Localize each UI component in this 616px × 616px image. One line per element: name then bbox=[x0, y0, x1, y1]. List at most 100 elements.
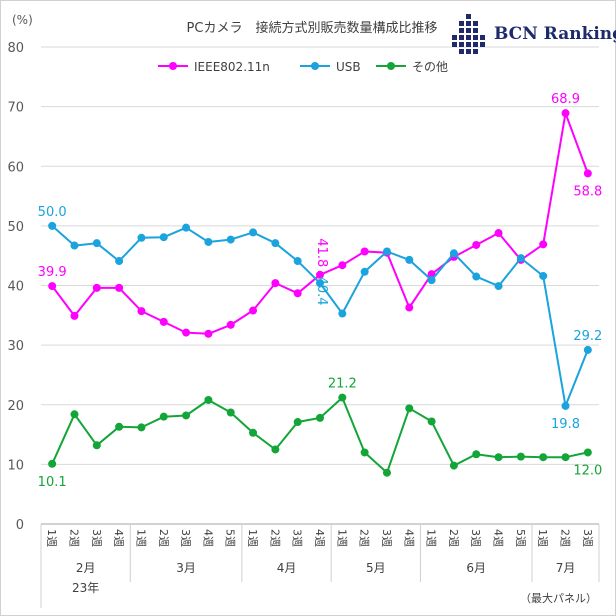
data-point bbox=[182, 328, 191, 337]
x-tick-label: 5週 bbox=[514, 529, 527, 547]
data-point bbox=[226, 320, 235, 329]
month-label: 4月 bbox=[277, 561, 297, 575]
month-label: 2月 bbox=[76, 561, 96, 575]
x-tick-label: 2週 bbox=[358, 529, 371, 547]
x-tick-label: 2週 bbox=[157, 529, 170, 547]
data-point bbox=[137, 233, 146, 242]
data-point bbox=[204, 395, 213, 404]
x-tick-label: 1週 bbox=[134, 529, 147, 547]
x-tick-label: 5週 bbox=[224, 529, 237, 547]
data-point bbox=[249, 428, 258, 437]
legend-label: その他 bbox=[412, 60, 448, 74]
data-point bbox=[494, 229, 503, 238]
data-point bbox=[48, 459, 57, 468]
month-label: 6月 bbox=[466, 561, 486, 575]
x-tick-label: 4週 bbox=[402, 529, 415, 547]
y-tick-label: 50 bbox=[7, 220, 24, 235]
y-tick-label: 0 bbox=[16, 518, 24, 533]
data-point bbox=[539, 240, 548, 249]
data-point bbox=[137, 423, 146, 432]
x-tick-label: 4週 bbox=[112, 529, 125, 547]
y-axis-unit: (%) bbox=[12, 13, 33, 27]
data-point bbox=[472, 272, 481, 281]
data-point bbox=[427, 276, 436, 285]
data-point bbox=[382, 247, 391, 256]
data-point bbox=[226, 408, 235, 417]
data-point bbox=[316, 270, 324, 279]
data-point bbox=[561, 453, 570, 462]
data-point bbox=[293, 418, 302, 427]
data-point bbox=[271, 445, 280, 454]
x-tick-label: 1週 bbox=[45, 529, 58, 547]
data-point bbox=[115, 422, 124, 431]
data-point bbox=[405, 255, 414, 264]
data-point bbox=[249, 228, 258, 237]
data-point bbox=[427, 417, 436, 426]
data-point bbox=[159, 233, 168, 242]
month-label: 5月 bbox=[366, 561, 386, 575]
legend: IEEE802.11n USB その他 bbox=[158, 60, 448, 74]
data-point bbox=[115, 283, 124, 292]
data-point bbox=[271, 279, 280, 288]
x-tick-label: 2週 bbox=[559, 529, 572, 547]
series-layer: 39.9 41.8 68.9 58.8 50.0 40.4 19.8 29.2 10.1 21.2… bbox=[38, 92, 603, 490]
series-group: 50.0 40.4 19.8 29.2 bbox=[38, 205, 603, 432]
bcn-logo-icon bbox=[452, 14, 485, 54]
data-point bbox=[494, 453, 503, 462]
data-point bbox=[293, 289, 302, 298]
x-tick-label: 3週 bbox=[179, 529, 192, 547]
data-point bbox=[92, 283, 101, 292]
data-point bbox=[405, 303, 414, 312]
data-point bbox=[293, 257, 302, 266]
axes bbox=[40, 523, 600, 608]
y-tick-label: 70 bbox=[7, 101, 24, 116]
data-point bbox=[583, 345, 592, 354]
data-point bbox=[70, 410, 79, 419]
y-tick-label: 60 bbox=[7, 160, 24, 175]
data-point bbox=[472, 450, 481, 459]
data-point bbox=[70, 311, 79, 320]
y-tick-label: 40 bbox=[7, 280, 24, 295]
y-tick-label: 30 bbox=[7, 339, 24, 354]
data-point bbox=[226, 235, 235, 244]
data-label: 40.4 bbox=[314, 277, 329, 306]
data-point bbox=[539, 453, 548, 462]
data-point bbox=[472, 240, 481, 249]
series-line bbox=[51, 396, 589, 474]
legend-label: USB bbox=[336, 60, 361, 74]
data-point bbox=[405, 404, 414, 413]
data-point bbox=[360, 247, 369, 256]
data-point bbox=[583, 448, 592, 457]
data-point bbox=[360, 448, 369, 457]
data-point bbox=[182, 411, 191, 420]
data-point bbox=[159, 412, 168, 421]
legend-swatch-marker bbox=[387, 62, 395, 70]
x-tick-label: 4週 bbox=[313, 529, 326, 547]
x-tick-label: 1週 bbox=[335, 529, 348, 547]
data-point bbox=[182, 223, 191, 232]
data-point bbox=[539, 271, 548, 280]
x-tick-label: 3週 bbox=[380, 529, 393, 547]
data-label: 29.2 bbox=[573, 329, 602, 344]
data-point bbox=[316, 279, 324, 288]
data-point bbox=[159, 317, 168, 326]
data-point bbox=[316, 413, 324, 422]
data-label: 68.9 bbox=[551, 92, 580, 107]
brand-name: BCN Ranking bbox=[494, 24, 616, 44]
data-point bbox=[338, 261, 347, 270]
data-label: 21.2 bbox=[328, 377, 357, 392]
x-axis-labels: 1週 2週 3週 4週 1週 2週 3週 4週 5週 1週 2週 3週 4週 1週 2週 3週 4週 1週 2週 3週… bbox=[45, 524, 594, 595]
data-point bbox=[271, 239, 280, 248]
data-point bbox=[204, 237, 213, 246]
x-tick-label: 3週 bbox=[291, 529, 304, 547]
data-label: 12.0 bbox=[573, 463, 602, 478]
month-label: 3月 bbox=[176, 561, 196, 575]
data-point bbox=[92, 239, 101, 248]
data-label: 19.8 bbox=[551, 417, 580, 432]
data-label: 50.0 bbox=[38, 205, 67, 220]
series-group: 39.9 41.8 68.9 58.8 bbox=[38, 92, 602, 338]
data-point bbox=[115, 257, 124, 266]
x-tick-label: 2週 bbox=[67, 529, 80, 547]
x-tick-label: 1週 bbox=[246, 529, 259, 547]
